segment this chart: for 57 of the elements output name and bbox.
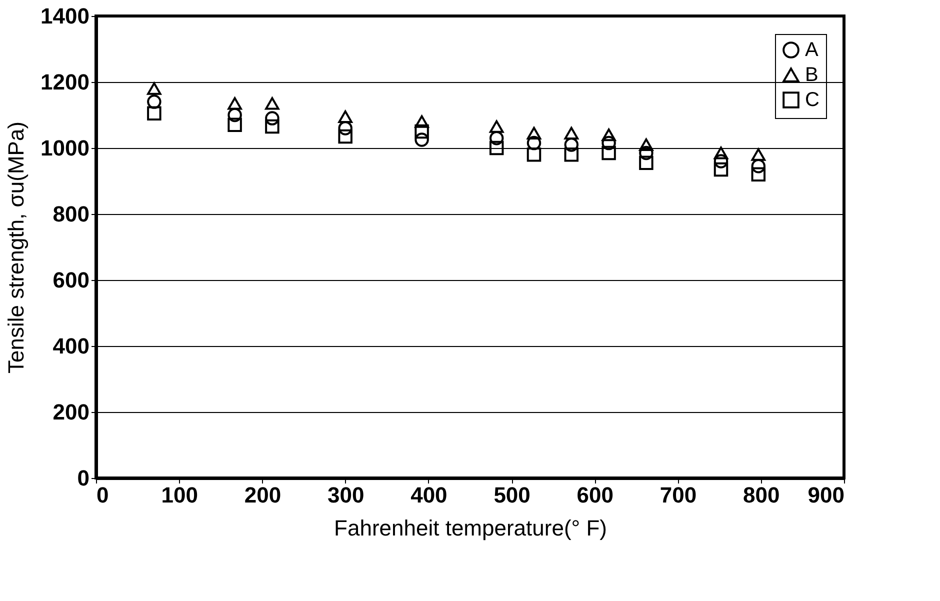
y-tick-label: 200 <box>52 400 90 424</box>
point <box>602 146 616 160</box>
point <box>147 82 162 95</box>
point <box>228 108 242 122</box>
x-tick-label: 100 <box>161 482 198 508</box>
point <box>564 126 579 140</box>
point <box>602 128 616 142</box>
point <box>714 146 728 160</box>
point <box>489 120 504 133</box>
point <box>526 147 542 162</box>
point <box>414 124 429 139</box>
legend-label: A <box>805 39 819 61</box>
legend-label: C <box>805 89 820 111</box>
point <box>714 162 728 177</box>
point <box>751 148 766 161</box>
x-tick-label: 400 <box>410 482 448 508</box>
x-tick-label: 600 <box>576 482 614 508</box>
point <box>639 138 654 152</box>
x-tick-label: 0 <box>96 482 109 508</box>
y-tick-label: 400 <box>52 334 90 358</box>
point <box>526 136 542 150</box>
point <box>489 130 504 146</box>
point <box>338 121 352 136</box>
x-axis-title: Fahrenheit temperature(° F) <box>334 516 607 540</box>
y-tick-label: 1400 <box>40 4 90 28</box>
y-axis-title: Tensile strength, σu(MPa) <box>4 121 29 374</box>
y-tick-label: 800 <box>52 202 90 226</box>
point <box>564 147 579 162</box>
point <box>751 159 766 174</box>
point <box>564 138 579 152</box>
point <box>526 126 542 140</box>
x-tick-label: 300 <box>327 482 364 508</box>
point <box>338 110 352 123</box>
y-tick-label: 1000 <box>40 136 90 160</box>
y-tick-label: 1200 <box>40 70 90 94</box>
point <box>414 115 429 128</box>
point <box>265 111 280 126</box>
point <box>228 118 242 132</box>
x-tick-label: 900 <box>808 482 844 508</box>
point <box>414 132 429 147</box>
point <box>147 106 162 120</box>
y-tick-label: 0 <box>77 466 90 490</box>
point <box>751 167 766 182</box>
point <box>489 140 504 156</box>
x-tick-label: 500 <box>494 482 530 508</box>
point <box>639 156 654 170</box>
x-tick-label: 700 <box>660 482 697 508</box>
point <box>265 119 280 134</box>
legend-label: B <box>805 64 818 86</box>
point <box>714 154 728 168</box>
point <box>338 129 352 144</box>
point <box>147 94 162 109</box>
point <box>265 97 280 110</box>
x-tick-label: 200 <box>244 482 282 508</box>
point <box>228 97 242 110</box>
y-tick-label: 600 <box>52 268 90 292</box>
x-tick-label: 800 <box>743 482 780 508</box>
